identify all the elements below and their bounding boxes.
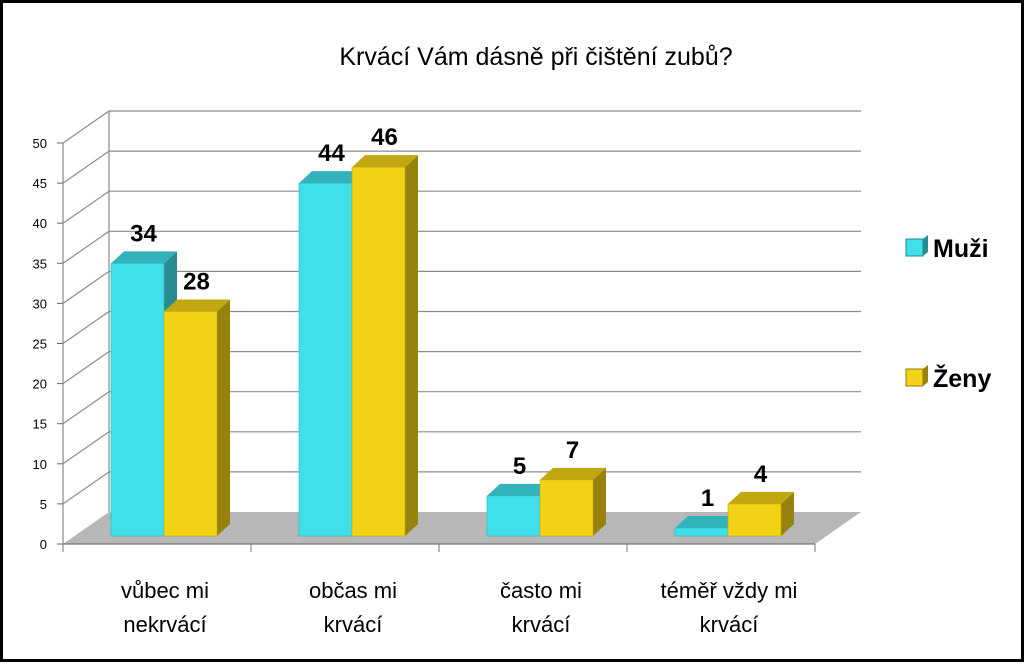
gridline-side [62, 270, 110, 304]
gridline-side [62, 110, 110, 144]
bar-top [352, 155, 418, 168]
data-label: 34 [130, 220, 157, 247]
y-tick-label: 20 [33, 377, 47, 392]
bar-top [487, 483, 553, 496]
data-label: 1 [701, 485, 714, 512]
y-tick-label: 35 [33, 256, 47, 271]
category-label: téměř vždy mi [661, 578, 798, 603]
gridline-side [62, 190, 110, 224]
legend-swatch-side [923, 365, 928, 386]
y-tick-label: 10 [33, 457, 47, 472]
data-label: 4 [754, 461, 768, 488]
category-label: vůbec mi [121, 578, 209, 603]
category-label: nekrvácí [123, 612, 206, 637]
legend-swatch [905, 365, 928, 387]
bar-front [351, 166, 406, 537]
category-label: krvácí [324, 612, 383, 637]
gridline-side [62, 351, 110, 385]
y-tick-label: 30 [33, 296, 47, 311]
bar-Ženy [539, 467, 606, 537]
legend-swatch [905, 235, 928, 257]
y-tick-label: 0 [40, 537, 47, 552]
legend-label: Muži [933, 235, 989, 263]
bar-front [110, 263, 165, 537]
bar-side [781, 491, 794, 536]
y-tick-label: 5 [40, 497, 47, 512]
gridline-side [62, 150, 110, 184]
bar-top [111, 251, 177, 264]
bar-top [540, 467, 606, 480]
data-labels: vůbec mi nekrvácí 34 28 občas mi krvácí 44 46 ča… [121, 124, 797, 637]
gridline-side [62, 471, 110, 505]
bar-front [486, 495, 541, 537]
bar-front [727, 503, 782, 537]
bar-top [164, 299, 230, 312]
legend-swatch-face [905, 238, 924, 257]
legend-swatch-face [905, 368, 924, 387]
bar-front [539, 479, 594, 537]
data-label: 7 [566, 437, 579, 464]
data-label: 28 [183, 268, 210, 295]
bar-front [674, 527, 729, 537]
category-label: často mi [500, 578, 582, 603]
chart-title: Krvácí Vám dásně při čištění zubů? [339, 43, 732, 71]
y-tick-label: 50 [33, 136, 47, 151]
bar-Muži [486, 483, 553, 537]
bars [110, 155, 794, 537]
bar-chart: Krvácí Vám dásně při čištění zubů? 0 5 10 1… [33, 43, 992, 637]
bar-top [728, 491, 794, 504]
data-label: 5 [513, 453, 526, 480]
bar-side [405, 155, 418, 536]
legend: Muži Ženy [905, 235, 991, 393]
y-tick-label: 15 [33, 417, 47, 432]
category-label: krvácí [700, 612, 759, 637]
bar-side [593, 467, 606, 536]
legend-swatch-side [923, 235, 928, 256]
bar-Ženy [351, 155, 418, 537]
bar-front [163, 311, 218, 537]
y-tick-label: 45 [33, 176, 47, 191]
legend-label: Ženy [933, 363, 991, 393]
y-tick-label: 40 [33, 216, 47, 231]
bar-Ženy [727, 491, 794, 537]
gridline-side [62, 230, 110, 264]
data-label: 46 [371, 124, 398, 151]
gridline-side [62, 311, 110, 344]
y-tick-label: 25 [33, 337, 47, 352]
gridline-side [62, 431, 110, 465]
category-label: krvácí [512, 612, 571, 637]
category-label: občas mi [309, 578, 397, 603]
bar-Ženy [163, 299, 230, 537]
bar-top [299, 171, 365, 184]
gridline-side [62, 391, 110, 425]
bar-top [675, 515, 741, 528]
chart-floor [63, 512, 861, 544]
data-label: 44 [318, 140, 345, 167]
bar-side [217, 299, 230, 536]
bar-front [298, 182, 353, 537]
